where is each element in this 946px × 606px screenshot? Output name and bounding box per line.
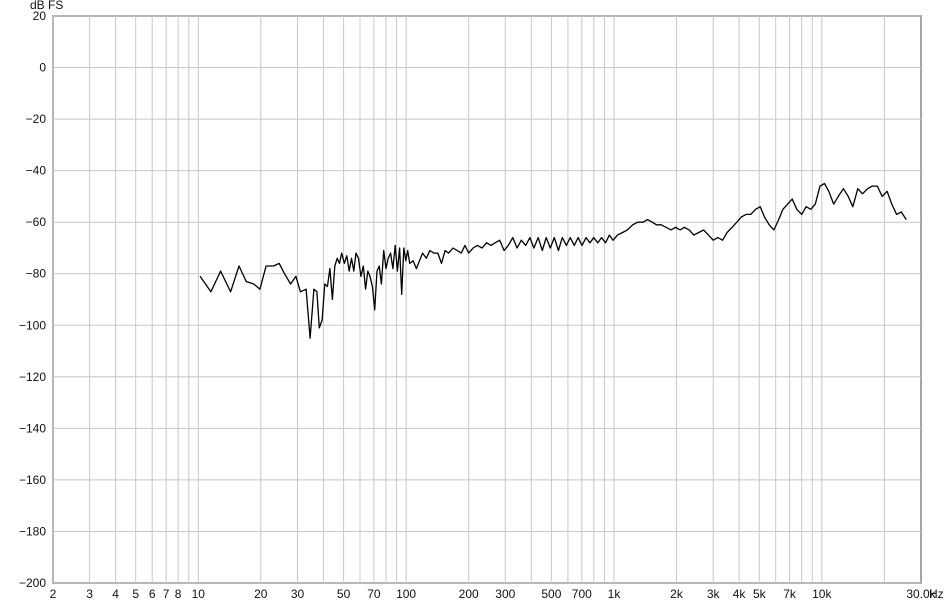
y-tick-label: 20	[33, 9, 47, 23]
x-tick-label: 3	[86, 587, 93, 601]
y-tick-label: −140	[19, 421, 46, 435]
x-tick-label: 10k	[812, 587, 832, 601]
gridlines	[52, 15, 921, 584]
x-tick-label: 70	[367, 587, 381, 601]
series-group	[199, 182, 907, 339]
x-tick-label: 8	[175, 587, 182, 601]
y-tick-label: −20	[26, 112, 47, 126]
x-tick-label: 5k	[753, 587, 767, 601]
y-tick-label: −160	[19, 473, 46, 487]
x-tick-label: 30	[291, 587, 305, 601]
x-tick-label: 2	[50, 587, 57, 601]
y-tick-label: −120	[19, 370, 46, 384]
x-tick-label: 300	[495, 587, 515, 601]
x-tick-label: 4k	[733, 587, 747, 601]
x-tick-label: 700	[572, 587, 592, 601]
x-tick-label: 10	[192, 587, 206, 601]
x-tick-label: 4	[112, 587, 119, 601]
x-tick-label: 50	[337, 587, 351, 601]
y-tick-label: −60	[26, 215, 47, 229]
x-tick-label: 7k	[783, 587, 797, 601]
x-tick-label: 3k	[707, 587, 721, 601]
y-tick-label: 0	[39, 61, 46, 75]
y-tick-label: −40	[26, 164, 47, 178]
y-tick-label: −200	[19, 576, 46, 590]
x-tick-label: 20	[254, 587, 268, 601]
y-tick-label: −80	[26, 267, 47, 281]
x-tick-label: 5	[132, 587, 139, 601]
x-tick-label: 2k	[670, 587, 684, 601]
x-tick-label: 6	[149, 587, 156, 601]
x-axis-unit: Hz	[929, 587, 944, 601]
y-tick-label: −100	[19, 318, 46, 332]
x-tick-label: 1k	[608, 587, 622, 601]
x-axis-ticks: 2 3 4 5 6 7 8 10 20 30 50 70 100 200 300 500 700 1k 2k 3k 4k…	[50, 587, 937, 601]
x-tick-label: 100	[396, 587, 416, 601]
y-tick-label: −180	[19, 525, 46, 539]
x-tick-label: 200	[459, 587, 479, 601]
y-axis-ticks: 20 0 −20 −40 −60 −80 −100 −120 −140 −160 −180 −200	[19, 9, 46, 590]
x-tick-label: 30.0k	[906, 587, 936, 601]
plot-border	[52, 15, 922, 584]
x-tick-label: 500	[541, 587, 561, 601]
x-tick-label: 7	[163, 587, 170, 601]
series-line	[199, 182, 907, 339]
y-axis-label: dB FS	[30, 0, 63, 12]
